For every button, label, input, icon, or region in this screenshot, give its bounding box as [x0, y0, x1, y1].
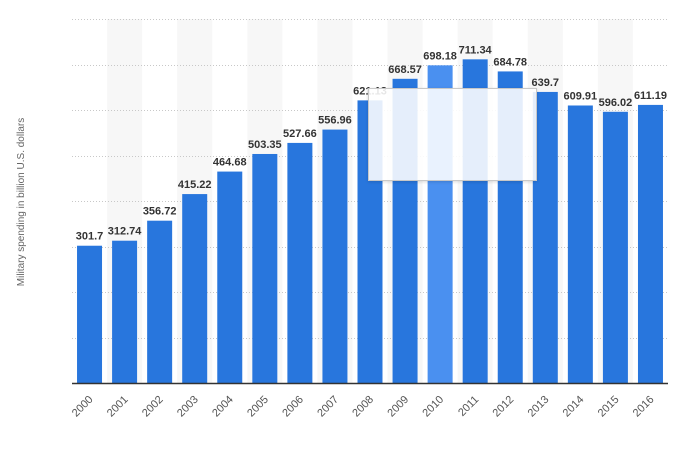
value-label-2016: 611.19	[634, 90, 667, 102]
value-label-2000: 301.7	[76, 231, 104, 243]
bar-2014	[567, 105, 593, 383]
x-tick-2013: 2013	[526, 394, 552, 420]
y-axis-title: Military spending in billion U.S. dollar…	[16, 118, 27, 286]
bar-2001	[112, 240, 138, 383]
value-label-2010: 698.18	[423, 50, 457, 62]
value-label-2015: 596.02	[599, 97, 633, 109]
bar-2004	[217, 171, 243, 383]
tooltip-overlay	[368, 88, 537, 181]
x-tick-2011: 2011	[456, 394, 481, 419]
x-tick-2001: 2001	[105, 394, 131, 420]
bar-2000	[77, 245, 103, 383]
x-tick-2016: 2016	[631, 394, 657, 420]
x-tick-2008: 2008	[350, 394, 376, 420]
x-tick-2009: 2009	[385, 394, 411, 420]
x-tick-2006: 2006	[280, 394, 306, 420]
bar-2015	[602, 111, 628, 383]
x-tick-2010: 2010	[420, 394, 446, 420]
x-tick-2004: 2004	[210, 394, 236, 420]
x-tick-2000: 2000	[70, 394, 96, 420]
bar-2003	[182, 194, 208, 383]
value-label-2009: 668.57	[388, 64, 422, 76]
x-tick-2003: 2003	[175, 394, 201, 420]
bar-2006	[287, 142, 313, 383]
x-tick-2007: 2007	[315, 394, 341, 420]
value-label-2005: 503.35	[248, 139, 282, 151]
x-tick-2012: 2012	[491, 394, 517, 420]
x-axis-tick-labels: 2000 2001 2002 2003 2004 2005 2006 2007 2008 2009…	[70, 394, 657, 420]
value-label-2011: 711.34	[459, 44, 493, 56]
value-label-2003: 415.22	[178, 179, 212, 191]
bars	[77, 59, 663, 384]
value-label-2012: 684.78	[493, 56, 527, 68]
value-label-2013: 639.7	[532, 77, 560, 89]
bar-2016	[637, 104, 663, 384]
bar-2007	[322, 129, 348, 383]
x-tick-2005: 2005	[245, 394, 271, 420]
value-label-2004: 464.68	[213, 157, 247, 169]
value-label-2007: 556.96	[318, 115, 352, 127]
x-tick-2002: 2002	[140, 394, 166, 420]
value-label-2006: 527.66	[283, 128, 317, 140]
x-tick-2015: 2015	[596, 394, 622, 420]
value-label-2001: 312.74	[108, 226, 143, 238]
bar-2002	[147, 220, 173, 383]
x-tick-2014: 2014	[561, 394, 587, 420]
value-label-2014: 609.91	[564, 90, 598, 102]
bar-2005	[252, 153, 278, 383]
value-label-2002: 356.72	[143, 206, 177, 218]
